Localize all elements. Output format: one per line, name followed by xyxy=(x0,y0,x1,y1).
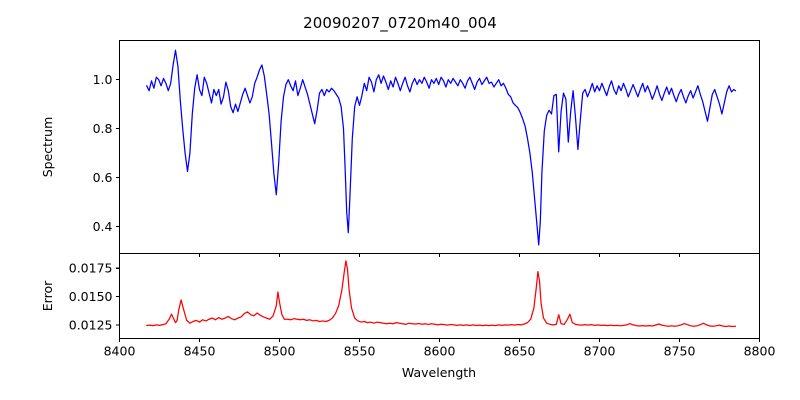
spectrum-line xyxy=(146,49,737,246)
error-y-axis-label: Error xyxy=(40,280,55,311)
error-line xyxy=(146,260,737,328)
spectrum-y-axis-label: Spectrum xyxy=(40,117,55,178)
error-y-ticks: 0.0125 0.0150 0.0175 xyxy=(69,261,120,332)
x-tick-label: 8700 xyxy=(584,344,616,359)
x-tick-label: 8500 xyxy=(264,344,296,359)
x-tick-label: 8550 xyxy=(344,344,376,359)
y-tick-label: 0.6 xyxy=(93,170,113,185)
x-tick-label: 8650 xyxy=(504,344,536,359)
error-x-ticks: 8400 8450 8500 8550 8600 8650 8700 8750 8800 xyxy=(104,338,776,359)
x-tick-label: 8400 xyxy=(104,344,136,359)
y-tick-label: 0.0175 xyxy=(69,261,113,276)
spectrum-axes-frame xyxy=(118,39,761,255)
y-tick-label: 0.0125 xyxy=(69,317,113,332)
x-tick-label: 8450 xyxy=(184,344,216,359)
y-tick-label: 0.4 xyxy=(93,219,113,234)
x-tick-label: 8750 xyxy=(664,344,696,359)
figure-title: 20090207_0720m40_004 xyxy=(303,14,497,32)
x-axis-label: Wavelength xyxy=(402,365,476,380)
x-tick-label: 8800 xyxy=(744,344,776,359)
x-tick-label: 8600 xyxy=(424,344,456,359)
y-tick-label: 0.0150 xyxy=(69,289,113,304)
spectrum-y-ticks: 0.4 0.6 0.8 1.0 xyxy=(93,72,120,234)
y-tick-label: 1.0 xyxy=(93,72,113,87)
y-tick-label: 0.8 xyxy=(93,121,113,136)
spectrum-axes: 0.4 0.6 0.8 1.0 Spectrum xyxy=(40,39,761,257)
